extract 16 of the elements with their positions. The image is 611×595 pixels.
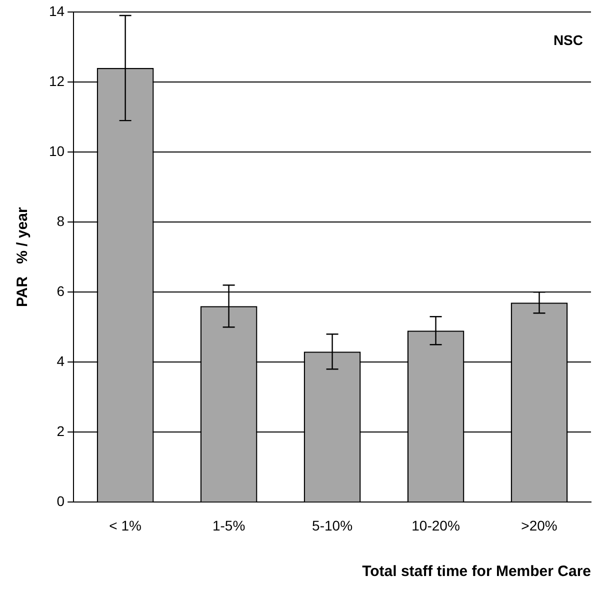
annotation: NSC	[553, 32, 583, 48]
y-tick-label: 14	[48, 2, 65, 19]
y-axis-title: PAR % / year	[14, 207, 32, 307]
y-tick-label: 12	[48, 72, 65, 89]
y-tick-label: 8	[56, 212, 65, 229]
y-tick-label: 6	[56, 282, 65, 299]
x-tick-label: 10-20%	[412, 517, 460, 534]
y-tick-label: 10	[48, 142, 65, 159]
x-tick-label: 1-5%	[212, 517, 246, 534]
x-tick-label: >20%	[521, 517, 558, 534]
x-tick-label: 5-10%	[312, 517, 353, 534]
y-tick-label: 4	[56, 353, 65, 369]
y-tick-label: 0	[56, 493, 65, 510]
x-tick-label: < 1%	[109, 517, 142, 534]
x-axis-title: Total staff time for Member Care	[362, 563, 591, 580]
y-tick-label: 2	[56, 423, 65, 440]
